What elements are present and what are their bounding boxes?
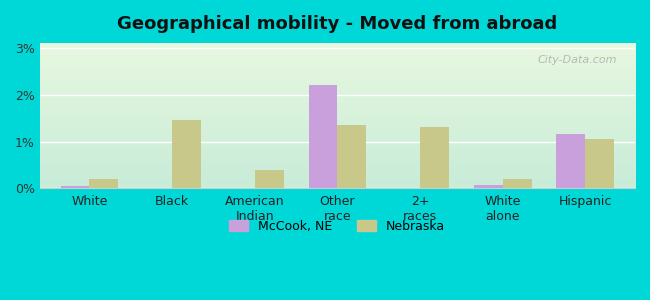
Bar [172,120,201,188]
Bar [420,128,449,188]
Bar [337,125,367,188]
Bar [502,179,532,188]
Bar [309,85,337,188]
Bar [90,179,118,188]
Bar [60,186,90,188]
Bar [556,134,586,188]
Bar [255,170,283,188]
Legend: McCook, NE, Nebraska: McCook, NE, Nebraska [224,214,450,238]
Text: City-Data.com: City-Data.com [538,55,617,64]
Bar [474,185,502,188]
Bar [586,139,614,188]
Title: Geographical mobility - Moved from abroad: Geographical mobility - Moved from abroa… [117,15,558,33]
